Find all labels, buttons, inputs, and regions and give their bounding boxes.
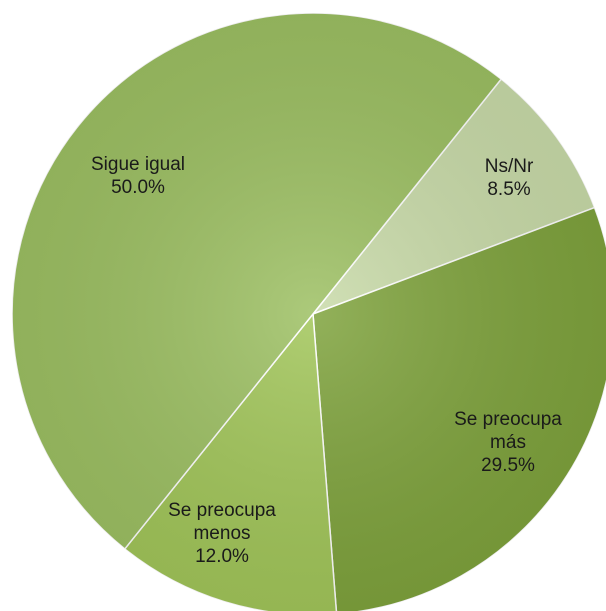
label-line: Sigue igual	[91, 154, 185, 175]
value-label: 12.0%	[195, 546, 249, 567]
value-label: 29.5%	[481, 455, 535, 476]
slice-label: Se preocupa más	[454, 409, 562, 453]
value-label: 8.5%	[487, 179, 530, 200]
slice-label: Ns/Nr	[485, 156, 534, 177]
label-line: menos	[193, 523, 250, 544]
label-line: Ns/Nr	[485, 156, 534, 177]
slice-label: Sigue igual	[91, 154, 185, 175]
label-line: más	[490, 432, 526, 453]
value-label: 50.0%	[111, 177, 165, 198]
label-line: Se preocupa	[454, 409, 562, 430]
slice-label: Se preocupa menos	[168, 500, 276, 544]
label-line: Se preocupa	[168, 500, 276, 521]
